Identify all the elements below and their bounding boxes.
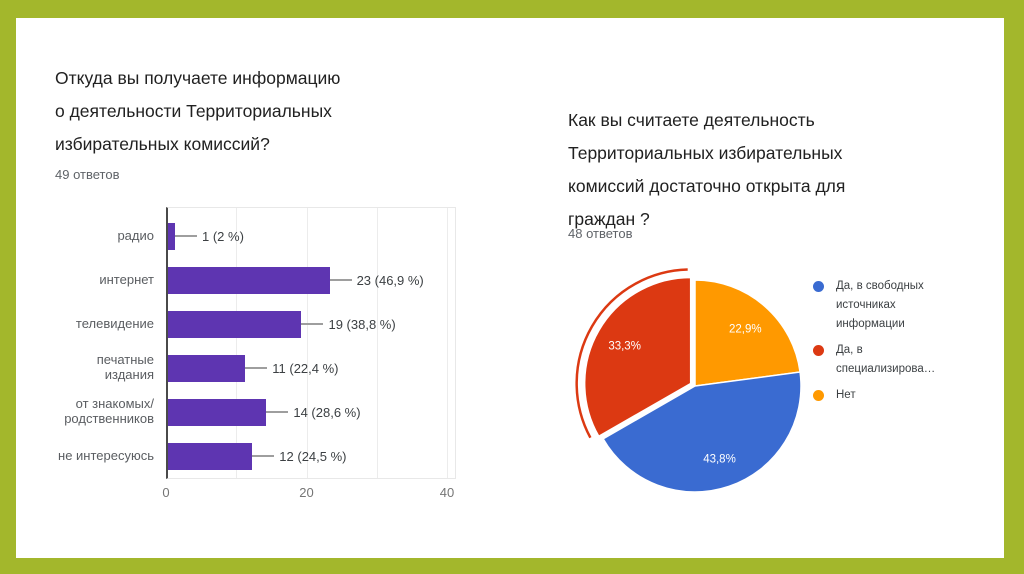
bar-row: 1 (2 %) <box>168 214 455 258</box>
value-label: 11 (22,4 %) <box>272 360 339 376</box>
category-label: телевидение <box>75 315 154 331</box>
value-label: 19 (38,8 %) <box>328 316 396 332</box>
title-line: Как вы считаете деятельность <box>568 110 815 130</box>
title-line: о деятельности Территориальных <box>55 101 332 121</box>
bar[interactable] <box>168 442 253 470</box>
x-tick-label: 20 <box>299 485 314 500</box>
title-line: Территориальных избирательных <box>568 143 843 163</box>
pie-chart: 22,9% 43,8% 33,3% <box>570 261 820 511</box>
pie-slice[interactable] <box>584 276 692 438</box>
pie-slice[interactable] <box>602 371 802 493</box>
value-label: 1 (2 %) <box>202 228 244 244</box>
value-label: 23 (46,9 %) <box>356 272 424 288</box>
title-line: избирательных комиссий? <box>55 134 270 154</box>
bar-row: 11 (22,4 %) <box>168 346 455 390</box>
category-label: от знакомых/ родственников <box>64 396 154 426</box>
title-line: граждан ? <box>568 209 650 229</box>
category-label: интернет <box>99 271 154 287</box>
bar-chart: радио интернет телевидение печатные издания… <box>56 207 466 507</box>
bar[interactable] <box>168 398 267 426</box>
response-count: 49 ответов <box>55 167 120 182</box>
legend-label: Да, в свободных источниках информации <box>836 280 924 330</box>
pie-slice-label: 22,9% <box>729 324 762 336</box>
leader-line <box>245 367 268 369</box>
bar-chart-title: Откуда вы получаете информацию о деятель… <box>55 62 475 161</box>
bar-row: 14 (28,6 %) <box>168 390 455 434</box>
pie-slice[interactable] <box>694 279 801 387</box>
legend-swatch <box>813 281 824 292</box>
leader-line <box>252 455 275 457</box>
category-axis: радио интернет телевидение печатные издания… <box>56 207 154 479</box>
leader-line <box>329 279 352 281</box>
pie-svg: 22,9% 43,8% 33,3% <box>575 268 802 493</box>
title-line: комиссий достаточно открыта для <box>568 176 846 196</box>
bar-row: 12 (24,5 %) <box>168 434 455 478</box>
bar[interactable] <box>168 354 246 382</box>
bar[interactable] <box>168 266 330 294</box>
legend-item: Да, в свободных источниках информации <box>813 277 948 334</box>
legend-item: Нет <box>813 386 948 405</box>
legend-label: Да, в специализирова… <box>836 344 936 375</box>
category-label: печатные издания <box>96 352 154 382</box>
x-tick-label: 0 <box>162 485 170 500</box>
pie-chart-title: Как вы считаете деятельность Территориал… <box>568 104 988 236</box>
legend-swatch <box>813 390 824 401</box>
legend-item: Да, в специализирова… <box>813 341 948 379</box>
gridline <box>306 208 308 478</box>
x-axis: 0 20 40 <box>162 485 456 503</box>
legend-swatch <box>813 345 824 356</box>
legend-label: Нет <box>836 389 856 401</box>
pie-slice-label: 43,8% <box>703 453 736 465</box>
value-label: 14 (28,6 %) <box>293 404 361 420</box>
gridline <box>447 208 448 478</box>
leader-line <box>301 323 324 325</box>
response-count: 48 ответов <box>568 226 633 241</box>
x-tick-label: 40 <box>439 485 455 500</box>
leader-line <box>266 411 289 413</box>
leader-line <box>175 235 198 237</box>
category-label: не интересуюсь <box>58 447 154 463</box>
title-line: Откуда вы получаете информацию <box>55 68 341 88</box>
exploded-slice-outline <box>575 268 688 439</box>
bar[interactable] <box>168 222 176 250</box>
bar-row: 19 (38,8 %) <box>168 302 455 346</box>
bar[interactable] <box>168 310 302 338</box>
bar-row: 23 (46,9 %) <box>168 258 455 302</box>
gridline <box>376 208 378 478</box>
gridline <box>236 208 238 478</box>
bar-plot-area: 1 (2 %) 23 (46,9 %) 19 (38,8 %) 11 (22,4 %)… <box>166 207 456 479</box>
pie-legend: Да, в свободных источниках информации Да,… <box>813 277 948 405</box>
value-label: 12 (24,5 %) <box>279 448 347 464</box>
category-label: радио <box>117 227 154 243</box>
slide-content: Откуда вы получаете информацию о деятель… <box>16 18 1004 558</box>
pie-slice-label: 33,3% <box>608 340 641 352</box>
